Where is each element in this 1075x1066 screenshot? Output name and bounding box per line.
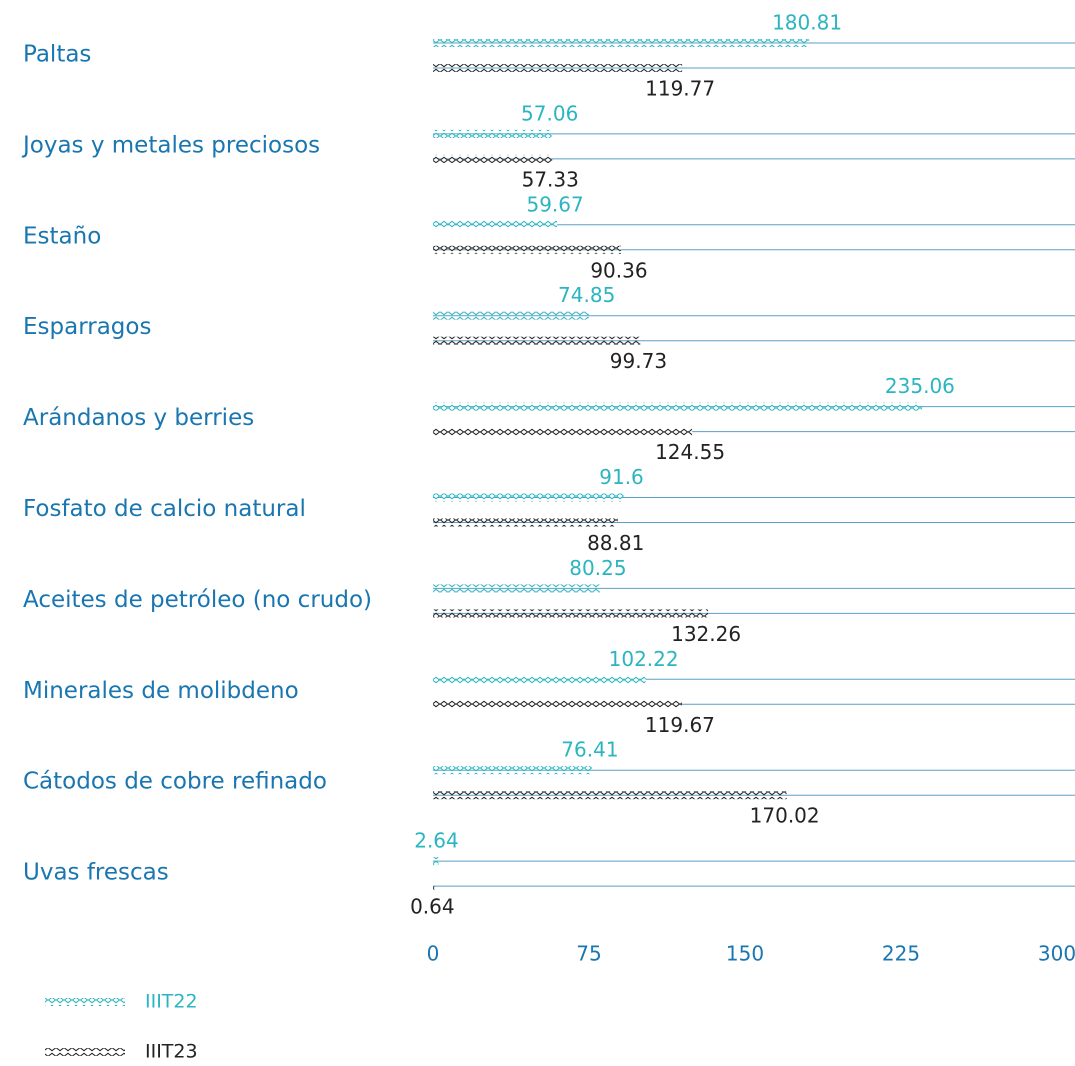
category-label: Esparragos (23, 314, 151, 340)
value-label: 74.85 (558, 283, 615, 307)
category-label: Fosfato de calcio natural (23, 496, 306, 522)
value-label: 2.64 (414, 829, 459, 853)
value-label: 88.81 (587, 531, 644, 555)
value-label: 124.55 (655, 440, 725, 464)
value-label: 57.06 (521, 101, 578, 125)
bar (433, 791, 787, 800)
value-label: 102.22 (609, 647, 679, 671)
value-label: 76.41 (561, 738, 618, 762)
category-label: Arándanos y berries (23, 405, 254, 431)
bar (433, 129, 552, 138)
bar (433, 336, 641, 345)
value-label: 170.02 (750, 804, 820, 828)
x-tick-label: 0 (427, 942, 440, 966)
x-tick-label: 300 (1038, 942, 1075, 966)
value-label: 132.26 (671, 622, 741, 646)
bar (433, 311, 589, 320)
value-label: 59.67 (526, 192, 583, 216)
legend-label: IIIT22 (145, 991, 198, 1013)
x-tick-label: 75 (576, 942, 601, 966)
bar (433, 700, 682, 709)
value-label: 119.67 (645, 713, 715, 737)
value-label: 99.73 (610, 349, 667, 373)
bar (433, 766, 592, 775)
x-tick-label: 225 (882, 942, 920, 966)
bar (433, 584, 600, 593)
bar (433, 427, 693, 436)
legend-swatch (45, 998, 125, 1006)
legend-label: IIIT23 (145, 1041, 198, 1063)
bar (433, 857, 439, 866)
category-label: Paltas (23, 42, 91, 68)
bar (433, 220, 558, 229)
bar (433, 882, 435, 891)
category-label: Minerales de molibdeno (23, 678, 299, 704)
value-label: 80.25 (569, 556, 626, 580)
value-label: 0.64 (410, 895, 455, 919)
category-label: Aceites de petróleo (no crudo) (23, 587, 372, 613)
value-label: 90.36 (590, 258, 647, 282)
value-label: 91.6 (599, 465, 644, 489)
category-label: Joyas y metales preciosos (21, 132, 320, 158)
value-label: 57.33 (522, 167, 579, 191)
bar (433, 245, 621, 254)
category-label: Estaño (23, 223, 101, 249)
bar (433, 64, 683, 72)
bar (433, 402, 922, 411)
bar (433, 154, 553, 163)
value-label: 119.77 (645, 77, 715, 101)
value-label: 180.81 (772, 11, 842, 35)
bar (433, 493, 624, 502)
value-label: 235.06 (885, 374, 955, 398)
category-label: Cátodos de cobre refinado (23, 769, 327, 795)
bar (433, 518, 618, 527)
legend-swatch (45, 1048, 125, 1056)
bar (433, 39, 810, 47)
bar (433, 675, 646, 684)
category-label: Uvas frescas (23, 860, 169, 886)
bar (433, 609, 709, 618)
x-tick-label: 150 (726, 942, 764, 966)
